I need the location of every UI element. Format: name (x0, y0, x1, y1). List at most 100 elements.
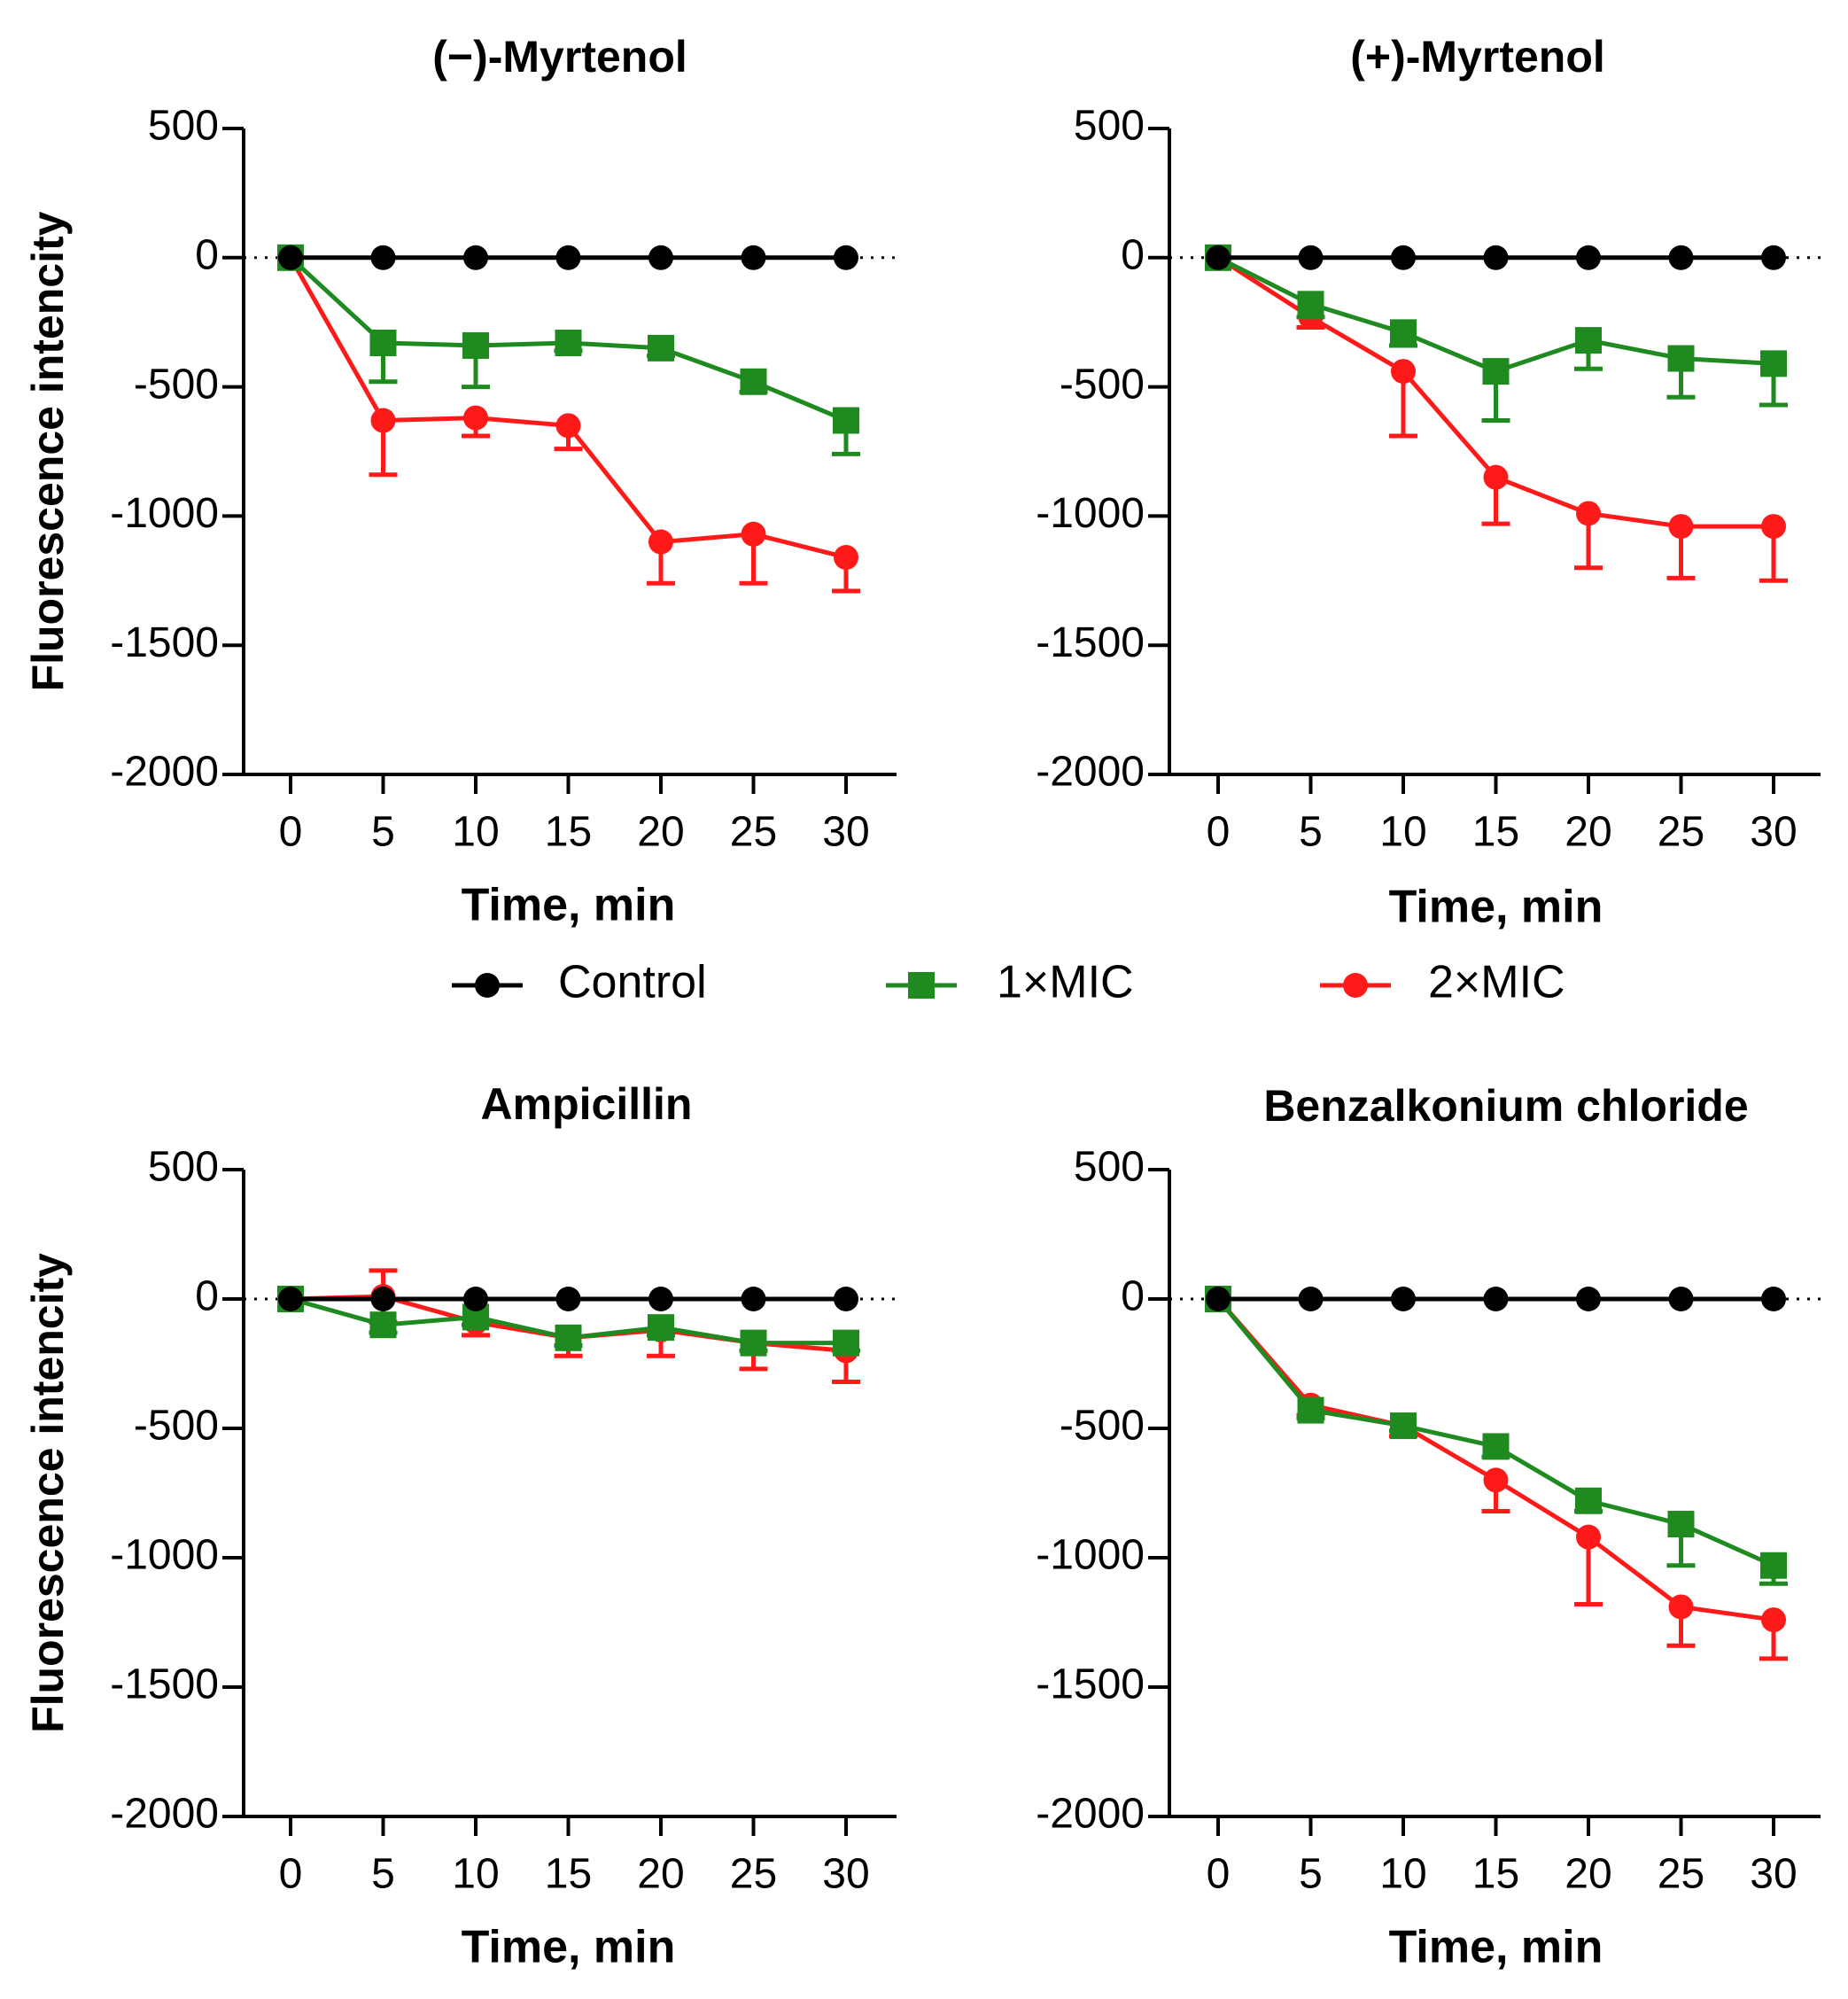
data-point (1761, 245, 1786, 270)
data-point (1206, 1287, 1231, 1311)
data-point (740, 1329, 767, 1357)
data-point (370, 408, 396, 433)
x-tick-label: 0 (1207, 1851, 1231, 1898)
x-tick-label: 5 (371, 809, 395, 856)
data-point (1576, 501, 1601, 526)
chart-panel-ampicillin: Ampicillin 500 0 -500 -1000 -1500 -2000 0 5 10 15 2… (23, 1079, 897, 1973)
x-tick-label: 10 (452, 1851, 499, 1898)
y-tick-label: -2000 (1036, 749, 1145, 796)
x-tick-label: 0 (279, 1851, 303, 1898)
data-point (1483, 1467, 1509, 1493)
y-tick-label: 0 (1121, 231, 1145, 278)
data-point (740, 368, 767, 395)
x-tick-label: 10 (1379, 809, 1426, 856)
y-tick-label: -2000 (1036, 1791, 1145, 1838)
chart-panel-myrtenol: (−)-Myrtenol 500 0 -500 -1000 -1500 -2000 0 5 10 1… (23, 32, 897, 931)
y-axis-label: Fluorescence intencity (23, 211, 73, 691)
x-tick-label: 20 (637, 809, 684, 856)
legend-label: Control (558, 957, 707, 1008)
data-point (1483, 1287, 1509, 1311)
x-tick-label: 5 (1299, 809, 1323, 856)
y-tick-label: -500 (1060, 1403, 1145, 1450)
y-tick-label: -1000 (1036, 490, 1145, 537)
data-point (648, 1287, 673, 1311)
data-point (1482, 358, 1510, 385)
data-point (278, 1287, 303, 1311)
x-tick-label: 10 (1379, 1851, 1426, 1898)
data-point (834, 245, 858, 270)
series-control (1206, 1287, 1786, 1311)
x-axis-label: Time, min (462, 880, 676, 931)
data-point (1760, 1552, 1787, 1579)
data-point (1483, 245, 1509, 270)
y-tick-label: -2000 (110, 749, 219, 796)
x-tick-label: 5 (1299, 1851, 1323, 1898)
data-point (648, 1314, 674, 1342)
data-point (1576, 1524, 1601, 1550)
data-point (1667, 1511, 1695, 1538)
data-point (462, 331, 489, 359)
data-point (370, 245, 396, 270)
x-tick-label: 25 (730, 1851, 777, 1898)
chart-title: (−)-Myrtenol (432, 32, 687, 82)
chart-title: Ampicillin (481, 1079, 693, 1129)
y-tick-label: -1000 (1036, 1532, 1145, 1579)
x-tick-label: 30 (822, 1851, 869, 1898)
x-axis-label: Time, min (1389, 882, 1603, 933)
data-point (1298, 245, 1324, 270)
x-tick-label: 15 (545, 809, 592, 856)
y-tick-label: 500 (1074, 103, 1145, 150)
data-point (648, 334, 674, 362)
y-tick-label: -1000 (110, 490, 219, 537)
data-point (1761, 514, 1786, 540)
x-tick-label: 25 (1658, 809, 1704, 856)
data-point (555, 1324, 582, 1351)
chart-panel-benzalkonium-chloride: Benzalkonium chloride 500 0 -500 -1000 -1500 -… (1036, 1081, 1821, 1973)
legend-marker (908, 972, 935, 999)
x-axis-label: Time, min (1389, 1922, 1603, 1973)
data-point (1576, 245, 1601, 270)
data-point (369, 330, 397, 357)
series-line (288, 256, 847, 560)
data-point (1482, 1433, 1510, 1460)
x-tick-label: 20 (637, 1851, 684, 1898)
series-control (278, 245, 858, 270)
y-tick-label: -500 (134, 361, 219, 408)
data-point (834, 1287, 858, 1311)
y-tick-label: -500 (1060, 361, 1145, 408)
y-tick-label: -1500 (110, 1661, 219, 1708)
x-tick-label: 30 (1750, 1851, 1797, 1898)
y-tick-label: -500 (134, 1403, 219, 1450)
legend-marker (475, 973, 500, 998)
data-point (1668, 1594, 1694, 1620)
legend-label: 2×MIC (1428, 957, 1565, 1008)
series-1xmic (1205, 244, 1788, 424)
data-point (741, 1287, 766, 1311)
data-point (1760, 350, 1787, 377)
data-point (369, 1311, 397, 1339)
chart-title: Benzalkonium chloride (1263, 1081, 1748, 1131)
x-tick-label: 30 (822, 809, 869, 856)
x-tick-label: 5 (371, 1851, 395, 1898)
data-point (833, 1329, 859, 1357)
y-tick-label: 0 (195, 231, 219, 278)
data-point (1667, 345, 1695, 372)
data-point (463, 405, 488, 431)
y-tick-label: 0 (195, 1273, 219, 1320)
x-tick-label: 30 (1750, 809, 1797, 856)
x-tick-label: 15 (1472, 1851, 1519, 1898)
data-point (463, 245, 488, 270)
data-point (555, 330, 582, 357)
y-tick-label: 500 (148, 1144, 219, 1191)
data-point (463, 1287, 488, 1311)
y-tick-label: -1000 (110, 1532, 219, 1579)
y-tick-label: -1500 (1036, 1661, 1145, 1708)
x-tick-label: 15 (1472, 809, 1519, 856)
data-point (1761, 1287, 1786, 1311)
legend-marker (1343, 973, 1368, 998)
y-tick-label: 500 (148, 103, 219, 150)
x-tick-label: 20 (1565, 809, 1611, 856)
legend-item-2xmic: 2×MIC (1320, 957, 1565, 1008)
data-point (555, 245, 581, 270)
